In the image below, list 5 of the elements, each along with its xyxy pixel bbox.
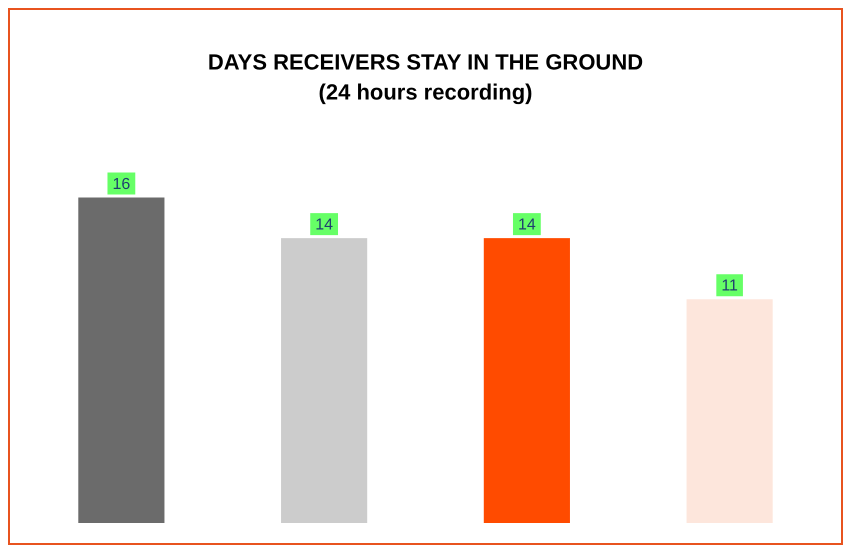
data-label: 14	[518, 216, 536, 234]
data-label: 14	[315, 216, 334, 234]
chart-title: DAYS RECEIVERS STAY IN THE GROUND	[208, 49, 644, 74]
data-label: 16	[112, 176, 130, 193]
data-label: 11	[721, 278, 738, 295]
